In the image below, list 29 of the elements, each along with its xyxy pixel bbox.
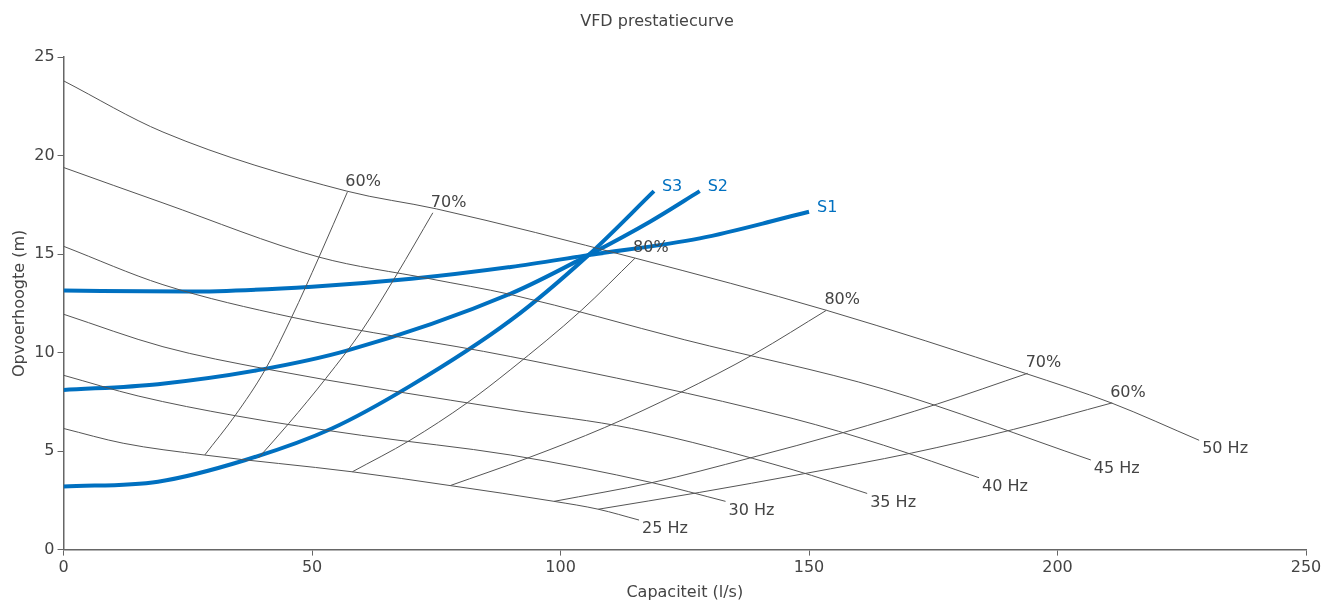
- series-label: S2: [707, 176, 729, 196]
- series-label: 70%: [1025, 352, 1062, 372]
- y-tick-label: 15: [34, 243, 55, 263]
- series-label: 80%: [824, 289, 860, 309]
- y-tick-label: 0: [44, 538, 55, 558]
- series-label: 35 Hz: [870, 491, 917, 511]
- y-tick-label: 10: [34, 341, 55, 361]
- series-label: 40 Hz: [981, 475, 1028, 495]
- y-tick-label: 5: [44, 440, 55, 460]
- y-tick-label: 20: [34, 144, 55, 164]
- x-tick-label: 100: [545, 557, 576, 577]
- series-label: 60%: [345, 171, 381, 191]
- series-label: 45 Hz: [1093, 458, 1140, 478]
- x-tick-label: 150: [793, 557, 825, 577]
- x-tick-label: 200: [1042, 557, 1073, 577]
- x-axis-title: Capaciteit (l/s): [626, 581, 744, 601]
- y-axis-title: Opvoerhoogte (m): [8, 229, 28, 378]
- x-tick-label: 250: [1290, 557, 1322, 577]
- series-label: 50 Hz: [1202, 438, 1249, 458]
- series-label: S1: [817, 196, 838, 216]
- x-tick-label: 0: [58, 557, 69, 577]
- series-label: 70%: [430, 191, 467, 211]
- series-label: 25 Hz: [642, 518, 688, 538]
- series-label: 60%: [1110, 382, 1146, 402]
- chart-title: VFD prestatiecurve: [580, 10, 734, 30]
- x-tick-label: 50: [301, 557, 323, 577]
- series-label: 30 Hz: [728, 499, 775, 519]
- series-label: S3: [661, 176, 683, 196]
- y-tick-label: 25: [34, 46, 55, 66]
